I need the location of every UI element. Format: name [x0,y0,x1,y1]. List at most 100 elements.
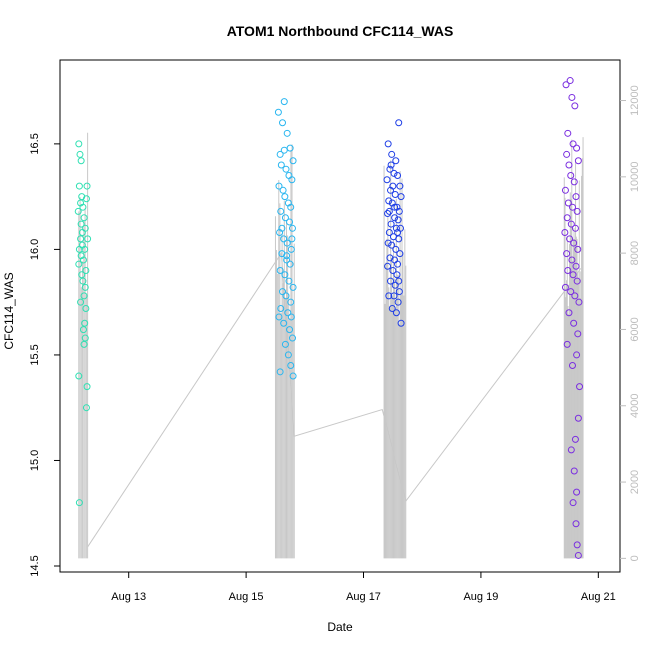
data-point [563,340,571,348]
data-point [75,182,83,190]
data-point [387,220,395,228]
data-point [385,197,393,205]
data-point [571,435,579,443]
data-point [80,256,88,264]
data-point [77,298,85,306]
data-point [567,446,575,454]
x-tick-label: Aug 17 [346,591,381,603]
data-point [286,144,294,152]
data-point [570,239,578,247]
data-point [394,260,402,268]
data-point [386,165,394,173]
data-point [388,305,396,313]
data-point [561,186,569,194]
data-point [561,229,569,237]
data-point [288,334,296,342]
data-point [287,203,295,211]
data-point [280,146,288,154]
data-point [287,361,295,369]
data-point [563,214,571,222]
data-point [394,229,402,237]
y2-axis: 0 2000 4000 6000 8000 10000 12000 [620,85,641,561]
data-point [395,277,403,285]
data-point [77,157,85,165]
data-point [276,368,284,376]
data-point [570,178,578,186]
data-point [384,210,392,218]
data-point [574,414,582,422]
data-point [283,252,291,260]
y2-tick-label: 2000 [629,470,641,494]
data-point [83,182,91,190]
data-point [394,216,402,224]
data-point [573,144,581,152]
data-point [388,150,396,158]
data-point [385,229,393,237]
data-point [284,309,292,317]
data-point [79,277,87,285]
data-point [275,182,283,190]
data-point [384,239,392,247]
data-point [573,488,581,496]
data-point [571,292,579,300]
data-point [80,326,88,334]
y-tick-label: 16.0 [29,239,41,260]
data-point [390,292,398,300]
y2-tick-label: 0 [629,555,641,561]
data-point [281,214,289,222]
data-point [568,361,576,369]
data-point [82,195,90,203]
y-axis: 14.5 15.0 15.5 16.0 16.5 [29,133,60,577]
data-point [283,256,291,264]
x-tick-label: Aug 13 [111,591,146,603]
data-point [391,191,399,199]
data-point [277,161,285,169]
data-point [396,250,404,258]
data-point [288,224,296,232]
data-point [279,119,287,127]
x-tick-label: Aug 19 [463,591,498,603]
data-point [78,271,86,279]
data-point [392,309,400,317]
y2-tick-label: 4000 [629,394,641,418]
data-point [280,235,288,243]
data-point [573,277,581,285]
data-point [282,165,290,173]
data-point [385,292,393,300]
data-point [82,404,90,412]
data-point [75,260,83,268]
data-point [275,313,283,321]
data-point [283,239,291,247]
data-point [565,309,573,317]
data-point [564,129,572,137]
data-point [277,207,285,215]
data-point [74,207,82,215]
data-point [391,214,399,222]
data-point [571,102,579,110]
chart-title: ATOM1 Northbound CFC114_WAS [227,23,454,39]
data-point [388,241,396,249]
data-point [573,541,581,549]
data-point [572,520,580,528]
data-point [283,129,291,137]
data-point [83,383,91,391]
data-point [281,340,289,348]
x-tick-label: Aug 15 [229,591,264,603]
data-point [561,283,569,291]
data-point [282,292,290,300]
data-point [568,203,576,211]
data-point [573,351,581,359]
data-point [81,334,89,342]
data-point [385,207,393,215]
data-point [567,288,575,296]
data-point [396,182,404,190]
data-point [387,186,395,194]
data-point [391,203,399,211]
data-point [76,150,84,158]
data-point [383,176,391,184]
data-point [565,161,573,169]
data-point [277,305,285,313]
x-tick-label: Aug 21 [581,591,616,603]
data-point [569,499,577,507]
data-point [566,77,574,85]
